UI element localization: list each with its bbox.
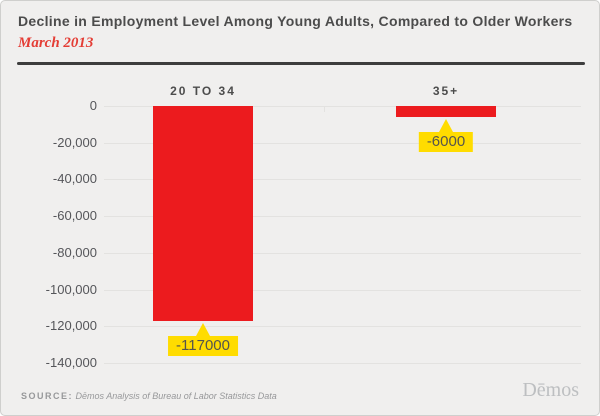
gridline [104, 216, 581, 218]
demos-logo: Dēmos [522, 379, 579, 401]
gridline [104, 252, 581, 254]
y-axis-tick-label: -20,000 [52, 134, 97, 150]
source-text: Dēmos Analysis of Bureau of Labor Statis… [75, 391, 277, 401]
header-divider [17, 62, 585, 65]
bar-20-to-34 [153, 106, 253, 321]
y-axis-tick-label: -40,000 [52, 171, 97, 187]
data-label: -6000 [418, 132, 474, 152]
y-axis-tick-label: -60,000 [52, 208, 97, 224]
gridline [104, 289, 581, 291]
chart-title: Decline in Employment Level Among Young … [18, 13, 573, 29]
gridline [104, 142, 581, 144]
y-axis-tick-label: 0 [89, 98, 97, 113]
bar-35+ [396, 106, 496, 117]
gridline [104, 363, 581, 364]
y-axis-tick-label: -140,000 [45, 355, 97, 370]
y-axis-tick-label: -120,000 [45, 318, 97, 334]
y-axis-tick-label: -100,000 [45, 281, 97, 297]
gridline [104, 326, 581, 328]
callout-arrow [439, 119, 453, 132]
data-label: -117000 [168, 336, 238, 356]
gridline [104, 106, 581, 107]
gridline [104, 179, 581, 181]
category-label: 20 TO 34 [170, 84, 236, 98]
category-label: 35+ [432, 84, 460, 98]
x-axis-tick [324, 106, 325, 112]
source-label: SOURCE: [21, 391, 74, 401]
y-axis-tick-label: -80,000 [52, 244, 97, 260]
callout-arrow [196, 323, 210, 336]
chart-subtitle: March 2013 [18, 35, 94, 51]
source-note: SOURCE: Dēmos Analysis of Bureau of Labo… [21, 391, 277, 401]
